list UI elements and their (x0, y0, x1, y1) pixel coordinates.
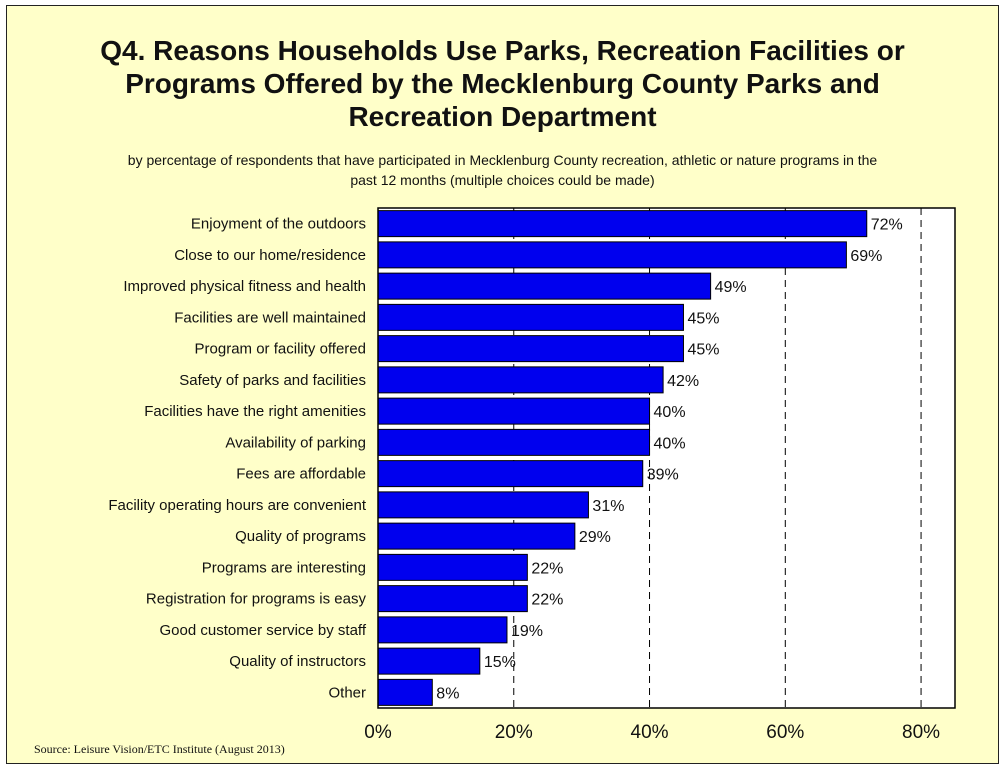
source-note: Source: Leisure Vision/ETC Institute (Au… (34, 742, 285, 756)
category-label-4: Facilities are well maintained (174, 309, 366, 326)
bar-14 (377, 616, 508, 644)
subtitle-line-1: by percentage of respondents that have p… (127, 152, 878, 168)
category-label-5: Program or facility offered (195, 341, 366, 358)
value-label-15: 15% (484, 654, 516, 671)
bar-13 (377, 585, 528, 613)
bar-11 (377, 522, 576, 550)
category-label-3: Improved physical fitness and health (123, 278, 366, 295)
subtitle-line-2: past 12 months (multiple choices could b… (350, 172, 655, 188)
title-line-1: Q4. Reasons Households Use Parks, Recrea… (100, 35, 905, 66)
category-label-11: Quality of programs (235, 528, 366, 545)
value-label-14: 19% (511, 623, 543, 640)
bar-9 (377, 460, 644, 488)
bar-6 (377, 366, 664, 394)
category-label-1: Enjoyment of the outdoors (191, 216, 366, 233)
bar-16 (377, 678, 433, 706)
x-tick-label-40: 40% (631, 722, 669, 743)
category-label-8: Availability of parking (225, 434, 366, 451)
category-label-2: Close to our home/residence (174, 247, 366, 264)
value-label-10: 31% (592, 498, 624, 515)
category-label-6: Safety of parks and facilities (179, 372, 366, 389)
x-tick-label-20: 20% (495, 722, 533, 743)
value-label-13: 22% (531, 592, 563, 609)
chart-title: Q4. Reasons Households Use Parks, Recrea… (0, 34, 1005, 133)
bar-4 (377, 303, 684, 331)
value-label-9: 39% (647, 467, 679, 484)
value-label-6: 42% (667, 373, 699, 390)
title-line-2: Programs Offered by the Mecklenburg Coun… (125, 68, 880, 99)
bar-8 (377, 428, 651, 456)
category-label-13: Registration for programs is easy (146, 591, 367, 608)
bar-10 (377, 491, 589, 519)
category-label-7: Facilities have the right amenities (144, 403, 366, 420)
value-label-1: 72% (871, 217, 903, 234)
x-tick-label-0: 0% (364, 722, 392, 743)
x-tick-label-80: 80% (902, 722, 940, 743)
bar-5 (377, 335, 684, 363)
category-label-14: Good customer service by staff (160, 622, 367, 639)
category-label-12: Programs are interesting (202, 559, 366, 576)
bar-2 (377, 241, 847, 269)
category-label-9: Fees are affordable (236, 466, 366, 483)
value-label-4: 45% (687, 310, 719, 327)
category-label-10: Facility operating hours are convenient (108, 497, 366, 514)
value-label-3: 49% (715, 279, 747, 296)
value-label-7: 40% (654, 404, 686, 421)
bar-3 (377, 272, 712, 300)
bar-15 (377, 647, 481, 675)
chart-subtitle: by percentage of respondents that have p… (0, 150, 1005, 190)
title-line-3: Recreation Department (348, 101, 657, 132)
bar-12 (377, 553, 528, 581)
value-label-5: 45% (687, 342, 719, 359)
value-label-2: 69% (850, 248, 882, 265)
value-label-8: 40% (654, 435, 686, 452)
category-label-15: Quality of instructors (229, 653, 366, 670)
bar-1 (377, 210, 868, 238)
value-label-11: 29% (579, 529, 611, 546)
plot-border (377, 207, 956, 709)
bar-7 (377, 397, 651, 425)
value-label-16: 8% (436, 685, 459, 702)
value-label-12: 22% (531, 560, 563, 577)
category-label-16: Other (328, 684, 366, 701)
x-tick-label-60: 60% (766, 722, 804, 743)
